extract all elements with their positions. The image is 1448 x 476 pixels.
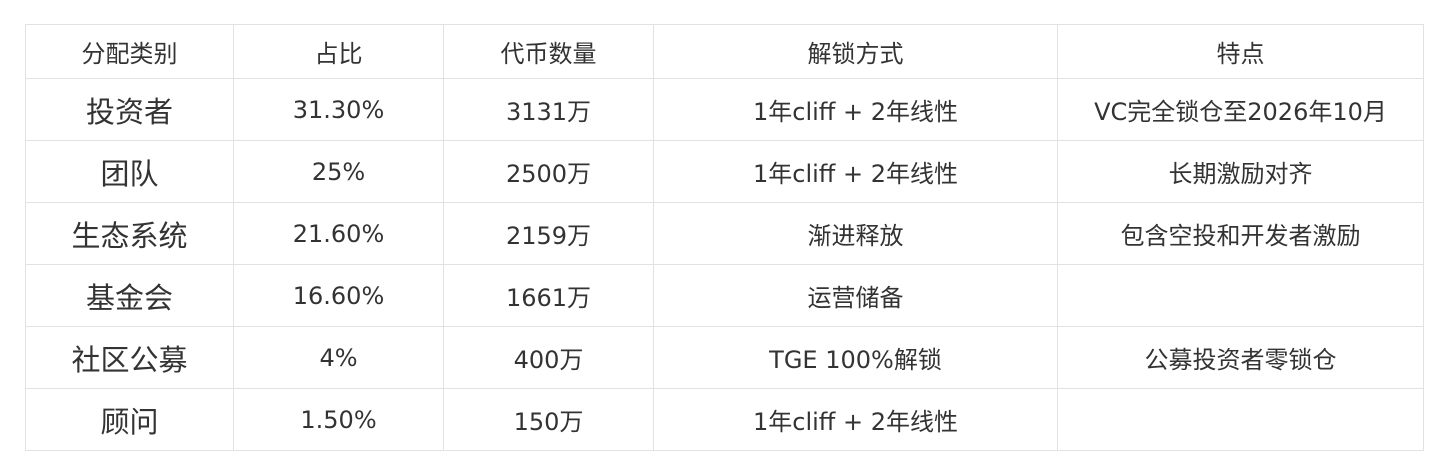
table-row: 基金会 16.60% 1661万 运营储备 bbox=[25, 264, 1424, 327]
cell-unlock-method: 渐进释放 bbox=[653, 202, 1058, 265]
cell-share: 4% bbox=[233, 326, 444, 389]
cell-features bbox=[1057, 388, 1424, 451]
cell-category: 顾问 bbox=[25, 388, 234, 451]
cell-features: VC完全锁仓至2026年10月 bbox=[1057, 78, 1424, 141]
table-row: 顾问 1.50% 150万 1年cliff + 2年线性 bbox=[25, 388, 1424, 451]
column-header-token-amount: 代币数量 bbox=[443, 24, 654, 79]
cell-category: 社区公募 bbox=[25, 326, 234, 389]
cell-features: 公募投资者零锁仓 bbox=[1057, 326, 1424, 389]
cell-features: 长期激励对齐 bbox=[1057, 140, 1424, 203]
cell-unlock-method: TGE 100%解锁 bbox=[653, 326, 1058, 389]
cell-share: 21.60% bbox=[233, 202, 444, 265]
table-header-row: 分配类别 占比 代币数量 解锁方式 特点 bbox=[25, 24, 1424, 79]
cell-token-amount: 1661万 bbox=[443, 264, 654, 327]
cell-features bbox=[1057, 264, 1424, 327]
cell-unlock-method: 运营储备 bbox=[653, 264, 1058, 327]
cell-share: 31.30% bbox=[233, 78, 444, 141]
table-row: 投资者 31.30% 3131万 1年cliff + 2年线性 VC完全锁仓至2026年… bbox=[25, 78, 1424, 141]
cell-token-amount: 3131万 bbox=[443, 78, 654, 141]
table-row: 团队 25% 2500万 1年cliff + 2年线性 长期激励对齐 bbox=[25, 140, 1424, 203]
cell-unlock-method: 1年cliff + 2年线性 bbox=[653, 388, 1058, 451]
cell-token-amount: 400万 bbox=[443, 326, 654, 389]
table-row: 社区公募 4% 400万 TGE 100%解锁 公募投资者零锁仓 bbox=[25, 326, 1424, 389]
column-header-share: 占比 bbox=[233, 24, 444, 79]
cell-category: 生态系统 bbox=[25, 202, 234, 265]
cell-category: 团队 bbox=[25, 140, 234, 203]
cell-features: 包含空投和开发者激励 bbox=[1057, 202, 1424, 265]
cell-share: 25% bbox=[233, 140, 444, 203]
column-header-features: 特点 bbox=[1057, 24, 1424, 79]
cell-unlock-method: 1年cliff + 2年线性 bbox=[653, 78, 1058, 141]
cell-unlock-method: 1年cliff + 2年线性 bbox=[653, 140, 1058, 203]
token-allocation-table: 分配类别 占比 代币数量 解锁方式 特点 投资者 31.30% 3131万 1年cliff +… bbox=[25, 24, 1424, 451]
table-row: 生态系统 21.60% 2159万 渐进释放 包含空投和开发者激励 bbox=[25, 202, 1424, 265]
column-header-unlock-method: 解锁方式 bbox=[653, 24, 1058, 79]
cell-token-amount: 2159万 bbox=[443, 202, 654, 265]
cell-share: 1.50% bbox=[233, 388, 444, 451]
cell-category: 投资者 bbox=[25, 78, 234, 141]
cell-share: 16.60% bbox=[233, 264, 444, 327]
cell-token-amount: 150万 bbox=[443, 388, 654, 451]
column-header-category: 分配类别 bbox=[25, 24, 234, 79]
cell-token-amount: 2500万 bbox=[443, 140, 654, 203]
cell-category: 基金会 bbox=[25, 264, 234, 327]
